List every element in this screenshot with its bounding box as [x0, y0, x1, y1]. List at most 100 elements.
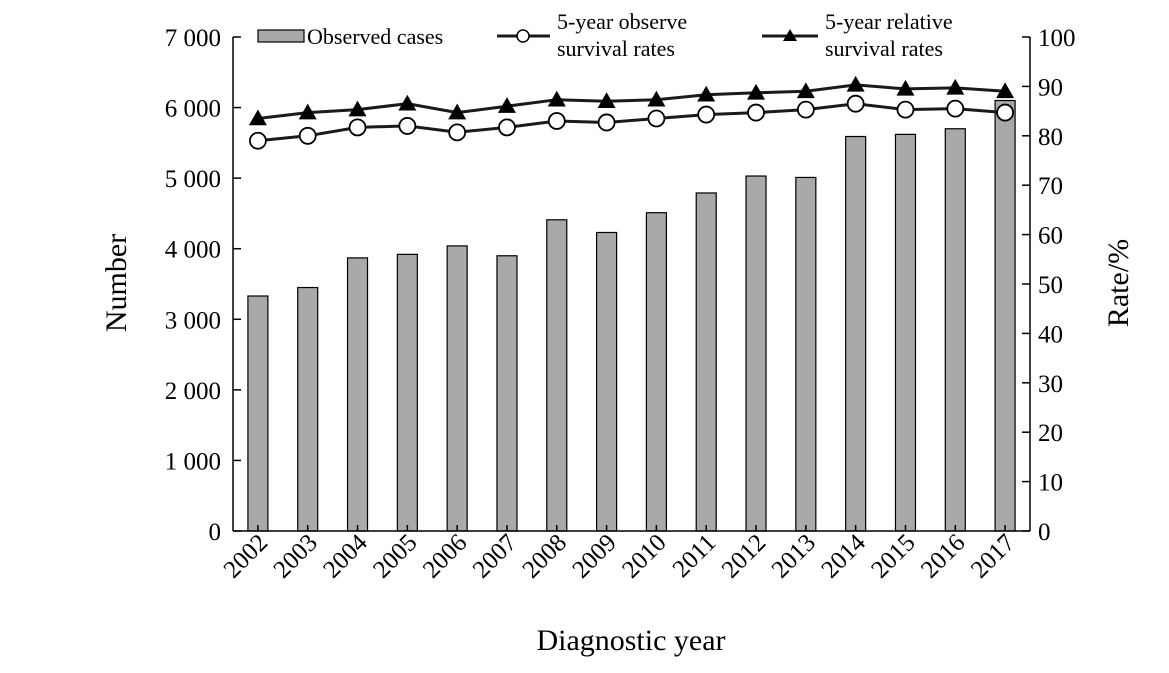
x-tick-label: 2006: [418, 529, 472, 583]
y-left-tick-label: 5 000: [165, 166, 221, 193]
relative-rate-point-2013: [796, 82, 815, 99]
x-tick-label: 2009: [567, 529, 621, 583]
observe-rate-point-2016: [946, 99, 965, 118]
x-tick-label: 2007: [468, 529, 522, 583]
relative-rate-point-2008: [547, 90, 566, 107]
x-axis-title: Diagnostic year: [536, 624, 725, 657]
y-right-tick-label: 10: [1038, 470, 1063, 497]
observe-rate-point-2014: [846, 94, 865, 113]
relative-rate-point-2017: [996, 82, 1015, 99]
legend-label-observe-line2: survival rates: [557, 36, 675, 61]
observe-rate-point-2004: [348, 118, 367, 137]
x-tick-label: 2015: [866, 529, 920, 583]
legend-label-observe-line1: 5-year observe: [557, 9, 687, 34]
y-right-tick-label: 100: [1038, 25, 1076, 52]
relative-rate-point-2012: [747, 83, 766, 100]
x-tick-label: 2005: [368, 529, 422, 583]
y-left-tick-label: 0: [209, 519, 222, 546]
relative-rate-point-2003: [298, 103, 317, 120]
y-left-tick-label: 4 000: [165, 237, 221, 264]
y-right-tick-label: 70: [1038, 173, 1063, 200]
bar-2015: [894, 133, 917, 532]
legend-label-relative-line2: survival rates: [825, 36, 943, 61]
series-line-1: [257, 102, 1006, 143]
bar-2002: [247, 295, 269, 532]
bar-2009: [595, 231, 618, 532]
legend-filled-triangle-marker: [783, 29, 797, 41]
observe-rate-point-2006: [448, 123, 467, 142]
bars-layer: [247, 99, 1016, 532]
relative-rate-point-2010: [647, 90, 666, 107]
x-tick-label: 2004: [318, 529, 373, 584]
relative-rate-point-2006: [448, 103, 467, 120]
x-tick-label: 2010: [617, 529, 671, 583]
x-tick-label: 2008: [518, 529, 572, 583]
bar-2014: [845, 135, 867, 532]
bar-2008: [546, 219, 568, 532]
observe-rate-point-2003: [298, 126, 317, 145]
legend-open-circle-marker: [516, 29, 530, 43]
y-right-axis-title: Rate/%: [1102, 239, 1135, 327]
y-left-tick-label: 3 000: [165, 307, 221, 334]
relative-rate-point-2014: [846, 75, 865, 92]
observe-rate-point-2008: [547, 112, 566, 130]
bar-2005: [396, 253, 418, 532]
y-right-tick-label: 40: [1038, 321, 1063, 348]
relative-rate-point-2009: [597, 92, 616, 108]
y-left-tick-label: 6 000: [165, 96, 221, 123]
legend-bar-swatch: [257, 29, 305, 43]
bar-2011: [695, 192, 717, 532]
relative-rate-point-2016: [946, 78, 965, 95]
observe-rate-point-2013: [796, 100, 815, 119]
observe-rate-point-2015: [896, 100, 915, 119]
y-right-tick-label: 80: [1038, 124, 1063, 151]
legend-label-relative-line1: 5-year relative: [825, 9, 953, 34]
relative-rate-point-2007: [497, 97, 516, 113]
observe-rate-point-2017: [996, 103, 1014, 122]
y-right-tick-label: 0: [1038, 519, 1051, 546]
x-tick-label: 2013: [767, 529, 821, 583]
relative-rate-point-2005: [398, 94, 417, 111]
bar-2004: [346, 257, 369, 532]
bar-2013: [795, 176, 817, 532]
observe-rate-point-2011: [697, 105, 716, 124]
y-right-tick-label: 30: [1038, 371, 1063, 398]
bar-2006: [446, 245, 468, 532]
observe-rate-point-2005: [398, 117, 417, 135]
relative-rate-point-2002: [248, 109, 267, 126]
y-right-tick-label: 60: [1038, 223, 1063, 250]
y-left-tick-label: 1 000: [165, 448, 221, 475]
x-tick-label: 2016: [916, 529, 970, 583]
relative-rate-point-2015: [896, 79, 915, 96]
bar-2007: [496, 255, 518, 532]
observe-rate-point-2010: [647, 109, 666, 128]
bar-2010: [645, 212, 668, 532]
x-tick-label: 2002: [219, 529, 273, 583]
y-left-tick-label: 2 000: [165, 378, 221, 405]
x-tick-label: 2014: [816, 529, 871, 584]
x-tick-label: 2012: [717, 529, 771, 583]
y-left-axis-title: Number: [100, 234, 133, 332]
y-right-tick-label: 90: [1038, 74, 1063, 101]
bar-2017: [994, 99, 1016, 532]
observe-rate-point-2009: [597, 113, 616, 132]
y-left-tick-label: 7 000: [165, 25, 221, 52]
relative-rate-point-2011: [697, 85, 716, 102]
x-tick-label: 2017: [966, 529, 1020, 583]
series-line-2: [257, 83, 1006, 120]
observe-rate-point-2012: [747, 103, 765, 122]
observe-rate-point-2002: [249, 131, 267, 150]
x-tick-label: 2003: [269, 529, 323, 583]
y-right-tick-label: 20: [1038, 420, 1063, 447]
y-right-tick-label: 50: [1038, 272, 1063, 299]
legend-label-observed-cases: Observed cases: [307, 24, 443, 49]
observe-rate-point-2007: [498, 118, 516, 137]
x-tick-label: 2011: [668, 529, 722, 583]
relative-rate-point-2004: [348, 100, 367, 117]
bar-2016: [944, 128, 966, 532]
bar-2003: [297, 286, 319, 532]
lines-layer: [248, 75, 1015, 150]
bar-2012: [745, 175, 767, 532]
